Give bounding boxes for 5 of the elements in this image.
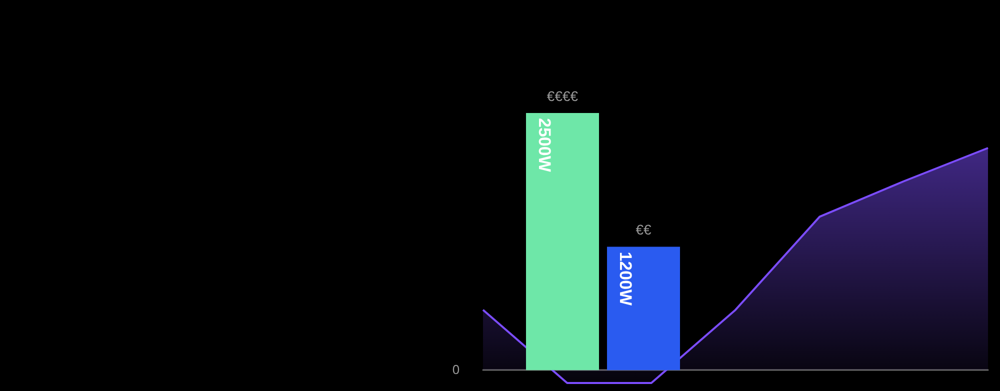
data-label: 1200W bbox=[616, 252, 635, 307]
text: €€€€ bbox=[546, 88, 578, 104]
text: 0 bbox=[452, 362, 460, 378]
annotation: €€ bbox=[636, 222, 652, 238]
data-label: 2500W bbox=[535, 118, 554, 173]
